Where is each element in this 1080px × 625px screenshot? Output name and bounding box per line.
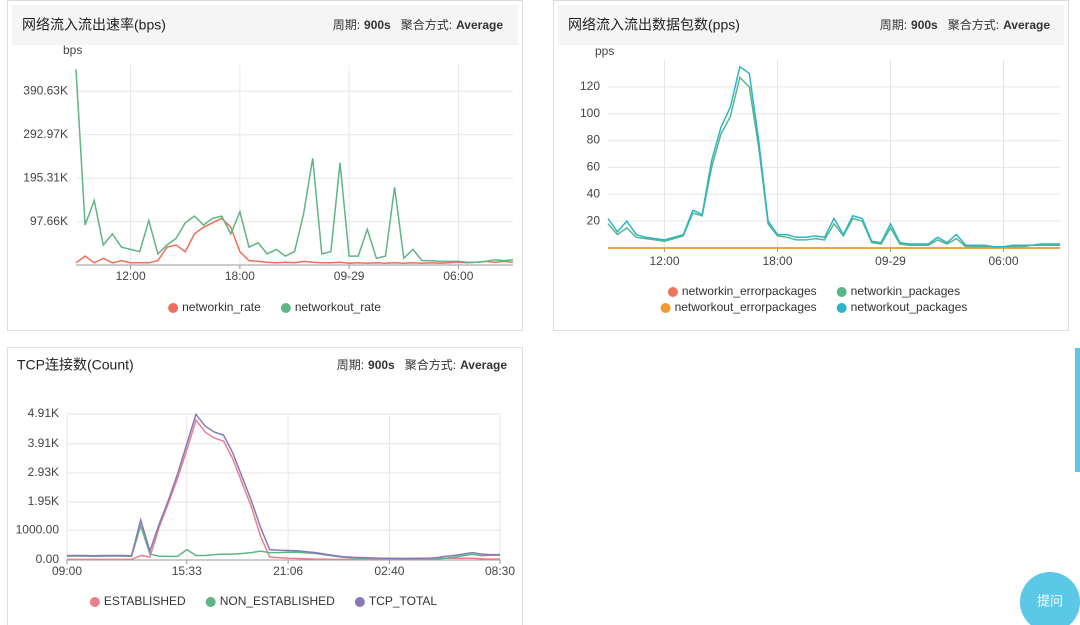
x-tick-label: 09-29: [334, 269, 365, 283]
panel-meta-part: Average: [460, 358, 507, 372]
x-tick-label: 08:30: [485, 564, 515, 578]
y-tick-label: 195.31K: [23, 170, 68, 184]
y-tick-label: 2.93K: [28, 465, 59, 479]
x-tick-label: 09-29: [875, 254, 906, 268]
legend-swatch: [168, 303, 179, 313]
series-line: [607, 76, 1060, 248]
x-tick-label: 12:00: [649, 254, 679, 268]
legend-row: networkout_errorpackages networkout_packa…: [660, 300, 968, 314]
series-line: [67, 412, 500, 560]
help-button[interactable]: [1020, 572, 1080, 625]
legend-label: NON_ESTABLISHED: [220, 594, 335, 608]
series-line: [75, 69, 514, 264]
panel: [553, 0, 1069, 331]
y-tick-label: 40: [587, 186, 601, 200]
legend-swatch: [836, 287, 847, 297]
y-axis-label: bps: [63, 43, 82, 57]
x-tick-label: 15:33: [172, 564, 202, 578]
legend-label: networkin_errorpackages: [682, 284, 817, 298]
legend-label: networkin_rate: [182, 300, 261, 314]
panel-meta-part: Average: [1003, 18, 1050, 32]
panel-meta-part: 周期:: [333, 18, 360, 32]
help-button-label[interactable]: 提问: [1037, 593, 1063, 608]
panel-meta-part: 900s: [911, 18, 938, 32]
x-tick-label: 06:00: [443, 269, 473, 283]
legend-label: networkout_rate: [295, 300, 381, 314]
legend-swatch: [205, 597, 216, 607]
series-line: [607, 65, 1060, 248]
y-tick-label: 97.66K: [30, 214, 68, 228]
legend-swatch: [667, 287, 678, 297]
legend-row: ESTABLISHED NON_ESTABLISHED TCP_TOTAL: [89, 594, 438, 608]
panel-meta: 周期: 900s 聚合方式: Average: [880, 17, 1051, 32]
panel-meta-part: 聚合方式:: [948, 17, 999, 32]
legend-label: networkin_packages: [851, 284, 960, 298]
legend-swatch: [89, 597, 100, 607]
panel-meta: 周期: 900s 聚合方式: Average: [337, 357, 508, 372]
panel-meta-part: 聚合方式:: [401, 17, 452, 32]
y-tick-label: 292.97K: [23, 127, 68, 141]
panel: [7, 347, 523, 625]
y-tick-label: 1000.00: [16, 522, 60, 536]
legend-row: networkin_errorpackages networkin_package…: [667, 284, 960, 298]
x-tick-label: 18:00: [762, 254, 792, 268]
legend-label: ESTABLISHED: [104, 594, 186, 608]
chart-title: TCP连接数(Count): [17, 357, 134, 373]
y-tick-label: 1.95K: [28, 494, 59, 508]
y-tick-label: 4.91K: [28, 406, 59, 420]
legend-swatch: [836, 303, 847, 313]
panel: [7, 0, 523, 331]
y-tick-label: 60: [587, 160, 601, 174]
x-tick-label: 06:00: [988, 254, 1018, 268]
legend-swatch: [354, 597, 365, 607]
y-tick-label: 120: [580, 79, 600, 93]
x-tick-label: 02:40: [374, 564, 404, 578]
y-tick-label: 80: [587, 133, 601, 147]
chart-title: 网络流入流出数据包数(pps): [568, 17, 740, 33]
side-tab[interactable]: [1075, 348, 1080, 472]
legend-row: networkin_rate networkout_rate: [168, 300, 381, 314]
panel-meta: 周期: 900s 聚合方式: Average: [333, 17, 504, 32]
x-tick-label: 09:00: [52, 564, 82, 578]
x-tick-label: 12:00: [116, 269, 146, 283]
legend-swatch: [660, 303, 671, 313]
panel-meta-part: 900s: [368, 358, 395, 372]
legend-label: TCP_TOTAL: [369, 594, 438, 608]
y-axis-label: pps: [595, 44, 614, 58]
series-line: [75, 217, 514, 264]
x-tick-label: 18:00: [225, 269, 255, 283]
panel-header: [12, 5, 518, 45]
panel-header: [558, 5, 1064, 45]
panel-meta-part: 900s: [364, 18, 391, 32]
panel-meta-part: 周期:: [337, 358, 364, 372]
legend-label: networkout_errorpackages: [675, 300, 817, 314]
chart-title: 网络流入流出速率(bps): [22, 17, 166, 33]
legend-swatch: [280, 303, 291, 313]
panel-meta-part: Average: [456, 18, 503, 32]
panel-meta-part: 聚合方式:: [405, 357, 456, 372]
y-tick-label: 3.91K: [28, 436, 59, 450]
y-tick-label: 0.00: [36, 552, 60, 566]
panel-meta-part: 周期:: [880, 18, 907, 32]
y-tick-label: 100: [580, 106, 600, 120]
y-tick-label: 390.63K: [23, 84, 68, 98]
x-tick-label: 21:06: [273, 564, 303, 578]
legend-label: networkout_packages: [851, 300, 968, 314]
y-tick-label: 20: [587, 213, 601, 227]
